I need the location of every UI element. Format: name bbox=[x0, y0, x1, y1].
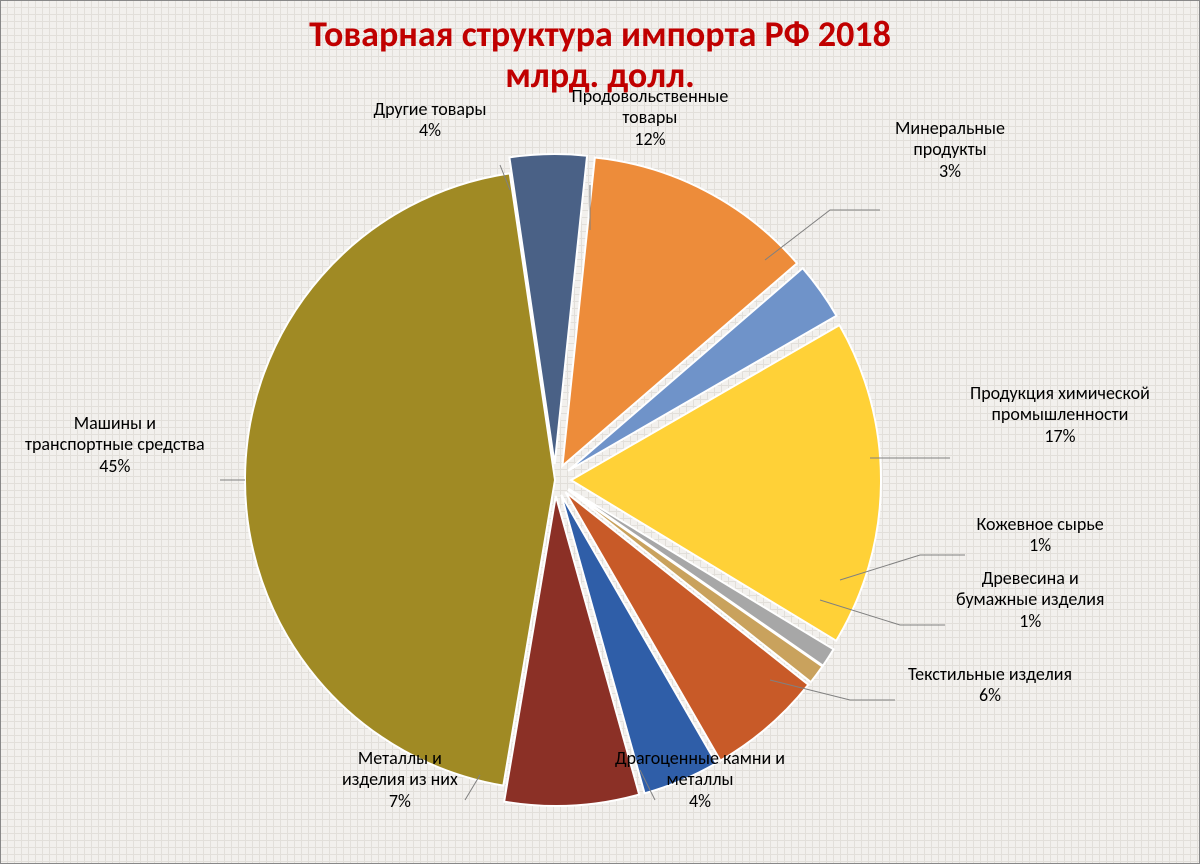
pie-chart bbox=[225, 150, 885, 810]
slice-label: Металлы и изделия из них 7% bbox=[342, 748, 458, 813]
title-line-1: Товарная структура импорта РФ 2018 bbox=[309, 12, 891, 56]
slice-label: Текстильные изделия 6% bbox=[908, 664, 1072, 707]
slice-label: Продовольственные товары 12% bbox=[572, 86, 729, 151]
slice-label: Драгоценные камни и металлы 4% bbox=[615, 748, 785, 813]
slice-label: Другие товары 4% bbox=[374, 99, 487, 142]
slice-label: Минеральные продукты 3% bbox=[895, 118, 1005, 183]
pie-slice bbox=[245, 173, 555, 785]
slice-label: Машины и транспортные средства 45% bbox=[25, 413, 205, 478]
slice-label: Продукция химической промышленности 17% bbox=[970, 383, 1150, 448]
slice-label: Древесина и бумажные изделия 1% bbox=[956, 568, 1104, 633]
slice-label: Кожевное сырье 1% bbox=[977, 514, 1104, 557]
